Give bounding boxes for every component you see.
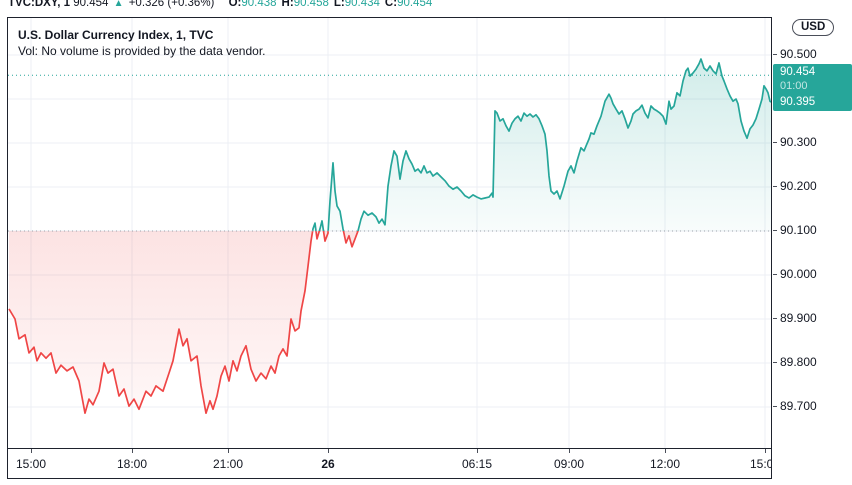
time-label: 15:00: [15, 457, 47, 471]
legend-volume-note: Vol: No volume is provided by the data v…: [18, 44, 266, 58]
price-change: +0.326 (+0.36%): [128, 0, 215, 9]
price-tick: [773, 406, 777, 407]
chart-legend: U.S. Dollar Currency Index, 1, TVC Vol: …: [18, 27, 265, 59]
price-line-chart: [8, 18, 771, 448]
time-tick: [132, 449, 133, 453]
time-tick: [665, 449, 666, 453]
time-label: 15:00: [749, 457, 771, 471]
time-axis[interactable]: 15:00 18:00 21:00 26 06:15 09:00 12:00 15:00: [8, 448, 771, 478]
price-label: 90.100: [780, 223, 817, 237]
price-tick: [773, 230, 777, 231]
price-label: 89.900: [780, 311, 817, 325]
ohlc-value: 90.434: [344, 0, 380, 9]
symbol-status-bar: TVC:DXY, 1 90.454 ▲ +0.326 (+0.36%) O:90…: [8, 0, 432, 12]
time-tick: [31, 449, 32, 453]
ohlc-value: 90.454: [397, 0, 433, 9]
time-label: 21:00: [212, 457, 244, 471]
time-tick: [228, 449, 229, 453]
ohlc-label: C:: [384, 0, 398, 9]
ohlc-value: 90.438: [241, 0, 277, 9]
price-tick: [773, 274, 777, 275]
time-tick: [477, 449, 478, 453]
legend-symbol-title[interactable]: U.S. Dollar Currency Index, 1, TVC: [18, 28, 214, 42]
price-label: 90.300: [780, 135, 817, 149]
ohlc-label: L:: [333, 0, 345, 9]
price-label: 90.200: [780, 179, 817, 193]
price-tick: [773, 142, 777, 143]
price-label: 90.500: [780, 47, 817, 61]
ohlc-value: 90.458: [293, 0, 329, 9]
price-tick: [773, 54, 777, 55]
time-label: 06:15: [461, 457, 493, 471]
price-tick: [773, 362, 777, 363]
chart-frame: U.S. Dollar Currency Index, 1, TVC Vol: …: [7, 17, 772, 479]
symbol-name[interactable]: TVC:DXY, 1: [8, 0, 70, 9]
price-tick: [773, 318, 777, 319]
time-tick: [765, 449, 766, 453]
ohlc-values: O:90.438 H:90.458 L:90.434 C:90.454: [224, 0, 433, 9]
series-value-badge: 90.395: [773, 93, 852, 112]
time-label: 26: [321, 457, 335, 471]
price-label: 89.700: [780, 399, 817, 413]
time-label: 09:00: [553, 457, 585, 471]
bar-countdown: 01:00: [773, 80, 852, 94]
time-label: 18:00: [116, 457, 148, 471]
price-tick: [773, 186, 777, 187]
current-price-badge: 90.454: [773, 64, 852, 81]
ohlc-label: O:: [228, 0, 242, 9]
price-axis[interactable]: USD 90.454 01:00 90.395 90.500 90.300 90.2…: [773, 17, 852, 479]
currency-toggle-button[interactable]: USD: [792, 19, 835, 36]
price-label: 90.000: [780, 267, 817, 281]
ohlc-label: H:: [281, 0, 294, 9]
price-label: 89.800: [780, 355, 817, 369]
time-tick: [569, 449, 570, 453]
up-triangle-icon: ▲: [113, 0, 124, 9]
time-label: 12:00: [649, 457, 681, 471]
time-tick: [328, 449, 329, 453]
price-badges: 90.454 01:00 90.395: [773, 64, 852, 112]
last-price: 90.454: [73, 0, 109, 9]
chart-plot-area[interactable]: U.S. Dollar Currency Index, 1, TVC Vol: …: [8, 18, 771, 448]
